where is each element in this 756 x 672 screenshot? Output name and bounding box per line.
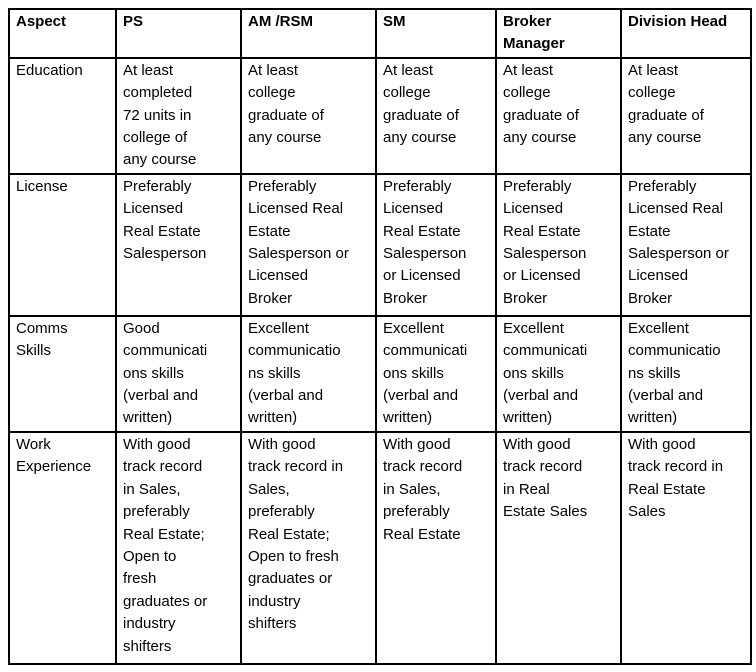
cell-comms-skills-broker-manager: Excellent communicati ons skills (verbal…	[495, 314, 622, 433]
cell-license-sm: Preferably Licensed Real Estate Salesper…	[375, 172, 497, 317]
column-header-sm: SM	[375, 8, 497, 59]
cell-education-am-rsm: At least college graduate of any course	[240, 56, 377, 175]
table-row-work-experience: Work Experience With good track record i…	[8, 430, 752, 665]
cell-work-experience-am-rsm: With good track record in Sales, prefera…	[240, 430, 377, 665]
column-header-am-rsm: AM /RSM	[240, 8, 377, 59]
cell-comms-skills-sm: Excellent communicati ons skills (verbal…	[375, 314, 497, 433]
cell-work-experience-division-head: With good track record in Real Estate Sa…	[620, 430, 752, 665]
cell-comms-skills-ps: Good communicati ons skills (verbal and …	[115, 314, 242, 433]
cell-license-ps: Preferably Licensed Real Estate Salesper…	[115, 172, 242, 317]
cell-license-broker-manager: Preferably Licensed Real Estate Salesper…	[495, 172, 622, 317]
row-label-education: Education	[8, 56, 117, 175]
cell-work-experience-broker-manager: With good track record in Real Estate Sa…	[495, 430, 622, 665]
cell-education-broker-manager: At least college graduate of any course	[495, 56, 622, 175]
cell-license-am-rsm: Preferably Licensed Real Estate Salesper…	[240, 172, 377, 317]
cell-work-experience-sm: With good track record in Sales, prefera…	[375, 430, 497, 665]
column-header-broker-manager: Broker Manager	[495, 8, 622, 59]
cell-education-division-head: At least college graduate of any course	[620, 56, 752, 175]
row-label-comms-skills: Comms Skills	[8, 314, 117, 433]
cell-education-sm: At least college graduate of any course	[375, 56, 497, 175]
requirements-table: Aspect PS AM /RSM SM Broker Manager Divi…	[8, 8, 752, 665]
column-header-ps: PS	[115, 8, 242, 59]
column-header-aspect: Aspect	[8, 8, 117, 59]
header-row: Aspect PS AM /RSM SM Broker Manager Divi…	[8, 8, 752, 59]
cell-work-experience-ps: With good track record in Sales, prefera…	[115, 430, 242, 665]
cell-license-division-head: Preferably Licensed Real Estate Salesper…	[620, 172, 752, 317]
table-row-license: License Preferably Licensed Real Estate …	[8, 172, 752, 317]
table-row-comms-skills: Comms Skills Good communicati ons skills…	[8, 314, 752, 433]
cell-education-ps: At least completed 72 units in college o…	[115, 56, 242, 175]
cell-comms-skills-division-head: Excellent communicatio ns skills (verbal…	[620, 314, 752, 433]
row-label-license: License	[8, 172, 117, 317]
table-row-education: Education At least completed 72 units in…	[8, 56, 752, 175]
column-header-division-head: Division Head	[620, 8, 752, 59]
cell-comms-skills-am-rsm: Excellent communicatio ns skills (verbal…	[240, 314, 377, 433]
row-label-work-experience: Work Experience	[8, 430, 117, 665]
